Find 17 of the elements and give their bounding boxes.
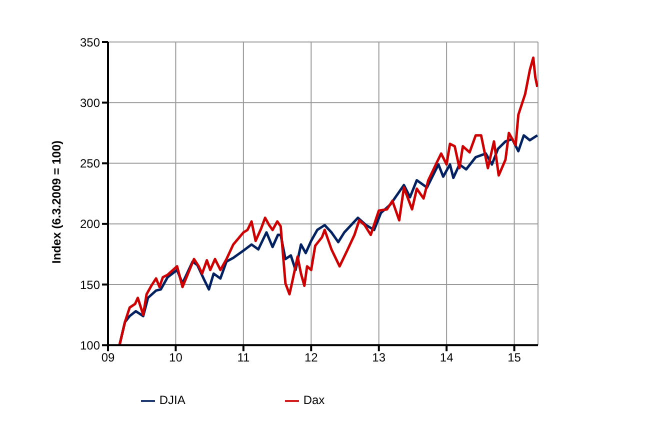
y-tick-label: 100 [80, 338, 100, 352]
x-tick-label: 11 [237, 350, 250, 365]
legend-label: DJIA [159, 393, 186, 408]
line-series [118, 56, 538, 346]
y-axis-title: Index (6.3.2009 = 100) [49, 140, 64, 264]
legend-label: Dax [303, 393, 325, 408]
x-tick-label: 10 [169, 350, 183, 365]
x-tick-label: 14 [440, 350, 454, 365]
x-tick-label: 09 [101, 350, 115, 365]
y-tick-label: 200 [80, 217, 100, 232]
y-tick-label: 350 [80, 35, 100, 50]
y-tick-label: 150 [80, 278, 100, 292]
y-tick-label: 300 [80, 96, 100, 110]
x-tick-label: 15 [508, 350, 522, 365]
y-tick-label: 250 [80, 156, 100, 171]
x-tick-label: 12 [304, 350, 318, 365]
x-tick-label: 13 [372, 350, 386, 365]
